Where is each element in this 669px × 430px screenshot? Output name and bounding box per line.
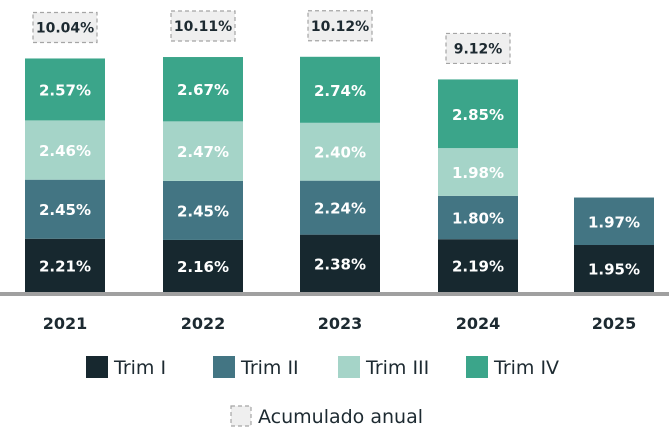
- bar-segment-2022-1: [163, 239, 243, 292]
- x-tick-2023: 2023: [318, 314, 363, 333]
- legend-swatch-totals: [230, 405, 252, 427]
- total-box-2021: [32, 11, 98, 44]
- legend-label-2: Trim II: [240, 357, 299, 379]
- data-label-2022-2: 2.45%: [177, 202, 229, 220]
- legend: Trim I Trim II Trim III Trim IV Acumulado an…: [86, 356, 559, 428]
- data-label-2024-3: 1.98%: [452, 164, 504, 182]
- bar-segment-2022-4: [163, 57, 243, 122]
- bar-segment-2025-1: [574, 245, 654, 292]
- bar-segment-2023-2: [300, 180, 380, 235]
- data-label-2025-1: 1.95%: [588, 261, 640, 279]
- data-label-2024-1: 2.19%: [452, 258, 504, 276]
- legend-label-4: Trim IV: [493, 357, 559, 379]
- data-label-2023-4: 2.74%: [314, 82, 366, 100]
- bar-segment-2025-2: [574, 197, 654, 246]
- data-label-2021-4: 2.57%: [39, 81, 91, 99]
- x-tick-2024: 2024: [456, 314, 501, 333]
- bar-segment-2021-3: [25, 120, 105, 180]
- bar-segment-2021-1: [25, 238, 105, 292]
- legend-swatch-2: [213, 356, 235, 378]
- total-label-2024: 9.12%: [454, 41, 503, 57]
- total-label-2021: 10.04%: [36, 20, 94, 36]
- data-label-2021-2: 2.45%: [39, 201, 91, 219]
- bar-segment-2022-2: [163, 180, 243, 240]
- data-label-2022-1: 2.16%: [177, 258, 229, 276]
- bar-segment-2023-4: [300, 56, 380, 123]
- data-label-2022-4: 2.67%: [177, 81, 229, 99]
- legend-swatch-1: [86, 356, 108, 378]
- total-label-2023: 10.12%: [311, 19, 369, 35]
- legend-label-totals: Acumulado anual: [258, 406, 423, 428]
- bar-segment-2023-1: [300, 234, 380, 292]
- bar-segment-2021-4: [25, 58, 105, 121]
- total-box-2022: [170, 10, 236, 42]
- bar-segment-2022-3: [163, 121, 243, 181]
- data-label-2023-1: 2.38%: [314, 255, 366, 273]
- bar-segment-2021-2: [25, 179, 105, 239]
- legend-label-1: Trim I: [113, 357, 166, 379]
- totals-layer: 10.04% 10.11% 10.12% 9.12%: [32, 10, 511, 65]
- total-box-2024: [445, 32, 511, 65]
- data-label-2024-4: 2.85%: [452, 106, 504, 124]
- x-tick-2022: 2022: [181, 314, 226, 333]
- legend-label-3: Trim III: [365, 357, 429, 379]
- x-tick-2025: 2025: [592, 314, 637, 333]
- x-tick-2021: 2021: [43, 314, 88, 333]
- legend-swatch-3: [338, 356, 360, 378]
- data-label-2021-1: 2.21%: [39, 257, 91, 275]
- data-label-2023-2: 2.24%: [314, 200, 366, 218]
- legend-swatch-4: [466, 356, 488, 378]
- bar-segment-2023-3: [300, 122, 380, 181]
- total-label-2022: 10.11%: [174, 19, 232, 35]
- bar-segment-2024-2: [438, 195, 518, 240]
- bar-segment-2024-1: [438, 239, 518, 292]
- data-label-2021-3: 2.46%: [39, 142, 91, 160]
- data-label-2024-2: 1.80%: [452, 210, 504, 228]
- bar-segment-2024-3: [438, 148, 518, 196]
- data-label-2025-2: 1.97%: [588, 213, 640, 231]
- year-labels: 2021 2022 2023 2024 2025: [43, 314, 637, 333]
- data-label-2022-3: 2.47%: [177, 143, 229, 161]
- data-label-2023-3: 2.40%: [314, 144, 366, 162]
- bar-segment-2024-4: [438, 79, 518, 149]
- bars-layer: 2.21% 2.45% 2.46% 2.57% 2.16% 2.45% 2.47% 2.67%…: [25, 56, 654, 292]
- total-box-2023: [307, 10, 373, 42]
